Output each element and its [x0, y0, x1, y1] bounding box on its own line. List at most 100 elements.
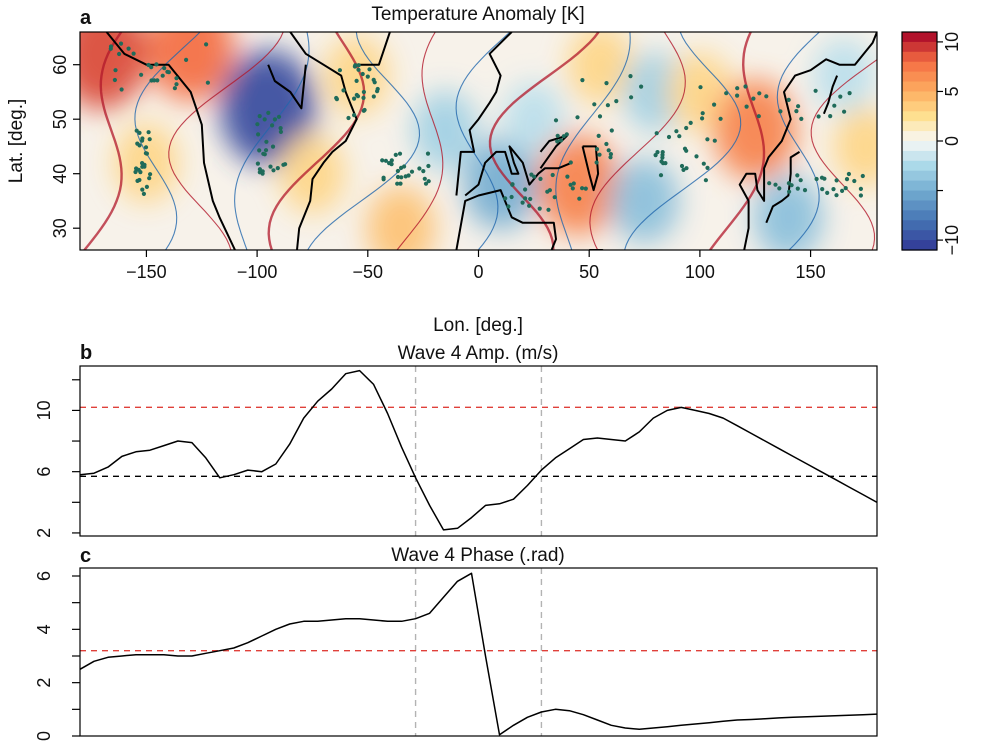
- y-tick-label: 4: [34, 624, 54, 634]
- stipple-dot: [682, 146, 688, 151]
- stipple-dot: [395, 174, 401, 180]
- colorbar-tick-label: 5: [942, 86, 962, 96]
- contour-line: [709, 32, 766, 250]
- x-tick-label: −150: [126, 262, 167, 282]
- stipple-dot: [152, 78, 157, 83]
- stipple-dot: [843, 186, 848, 191]
- stipple-dot: [263, 148, 269, 153]
- y-tick-label: 40: [50, 164, 70, 184]
- anomaly-region: [147, 32, 235, 102]
- stipple-dot: [398, 181, 403, 186]
- stipple-dot: [571, 181, 576, 186]
- stipple-dot: [609, 128, 614, 133]
- stipple-dot: [705, 165, 710, 170]
- stipple-dot: [597, 152, 602, 157]
- stipple-dot: [594, 147, 600, 152]
- stipple-dot: [679, 163, 685, 169]
- stipple-dot: [281, 162, 286, 167]
- stipple-dot: [523, 196, 528, 201]
- stipple-dot: [658, 173, 664, 178]
- stipple-dot: [819, 175, 825, 180]
- stipple-dot: [354, 92, 359, 98]
- stipple-dot: [143, 145, 149, 150]
- anomaly-region: [536, 134, 620, 235]
- stipple-dot: [834, 178, 839, 183]
- stipple-dot: [744, 104, 749, 109]
- colorbar-segment: [902, 131, 937, 142]
- stipple-dot: [381, 175, 386, 180]
- colorbar-segment: [902, 210, 937, 221]
- stipple-dot: [334, 95, 339, 101]
- stipple-dot: [592, 102, 597, 107]
- contour-line: [455, 32, 511, 250]
- stipple-dot: [166, 70, 171, 75]
- stipple-dot: [523, 187, 528, 192]
- stipple-dot: [399, 175, 404, 180]
- stipple-dot: [389, 162, 394, 167]
- stipple-dot: [352, 113, 357, 118]
- stipple-dot: [858, 193, 864, 198]
- stipple-dot: [712, 138, 717, 143]
- stipple-dot: [629, 95, 634, 100]
- stipple-dot: [786, 97, 791, 102]
- stipple-dot: [425, 151, 431, 156]
- stipple-dot: [510, 182, 515, 187]
- colorbar-tick-label: −10: [942, 225, 962, 256]
- stipple-dot: [814, 176, 819, 182]
- stipple-dot: [426, 163, 431, 169]
- anomaly-region: [366, 185, 436, 250]
- stipple-dot: [604, 81, 609, 86]
- stipple-dot: [119, 87, 124, 92]
- anomaly-region: [567, 32, 633, 105]
- stipple-dot: [108, 44, 114, 49]
- stipple-dot: [356, 67, 361, 72]
- x-tick-label: 0: [473, 262, 483, 282]
- stipple-dot: [688, 120, 693, 125]
- colorbar-segment: [902, 180, 937, 192]
- stipple-dot: [135, 141, 140, 146]
- stipple-dot: [257, 167, 262, 172]
- contour-line: [307, 32, 421, 250]
- stipple-dot: [840, 188, 845, 193]
- y-tick-label: 6: [34, 571, 54, 581]
- coastline: [464, 145, 572, 197]
- stipple-dot: [537, 206, 542, 211]
- stipple-dot: [112, 77, 117, 83]
- stipple-dot: [639, 84, 644, 89]
- coastline: [356, 32, 391, 66]
- stipple-dot: [353, 63, 358, 68]
- stipple-dot: [608, 152, 614, 157]
- stipple-dot: [380, 158, 385, 163]
- stipple-dot: [154, 62, 159, 67]
- anomaly-region: [279, 133, 346, 214]
- stipple-dot: [553, 118, 559, 123]
- stipple-dot: [614, 99, 619, 104]
- contour-line: [810, 58, 877, 250]
- stipple-dot: [126, 46, 131, 51]
- contour-line: [624, 32, 742, 250]
- stipple-dot: [777, 186, 782, 191]
- anomaly-region: [113, 123, 180, 203]
- stipple-dot: [847, 91, 852, 96]
- stipple-dot: [361, 89, 366, 95]
- stipple-dot: [838, 94, 843, 99]
- stipple-dot: [813, 88, 818, 93]
- stipple-dot: [661, 161, 666, 166]
- colorbar-tick-label: 0: [942, 136, 962, 146]
- significance-stippling: [108, 41, 865, 212]
- stipple-dot: [356, 63, 361, 68]
- stipple-dot: [789, 183, 794, 188]
- stipple-dot: [796, 104, 801, 109]
- stipple-dot: [552, 195, 557, 200]
- stipple-dot: [831, 187, 836, 192]
- colorbar-segment: [902, 160, 937, 172]
- stipple-dot: [604, 141, 609, 147]
- coastline: [822, 75, 839, 115]
- stipple-dot: [787, 189, 792, 194]
- stipple-dot: [113, 68, 118, 73]
- stipple-dot: [142, 162, 147, 167]
- stipple-dot: [568, 182, 573, 187]
- stipple-dot: [337, 68, 342, 73]
- panel-a-title: Temperature Anomaly [K]: [371, 4, 584, 25]
- stipple-dot: [555, 139, 560, 144]
